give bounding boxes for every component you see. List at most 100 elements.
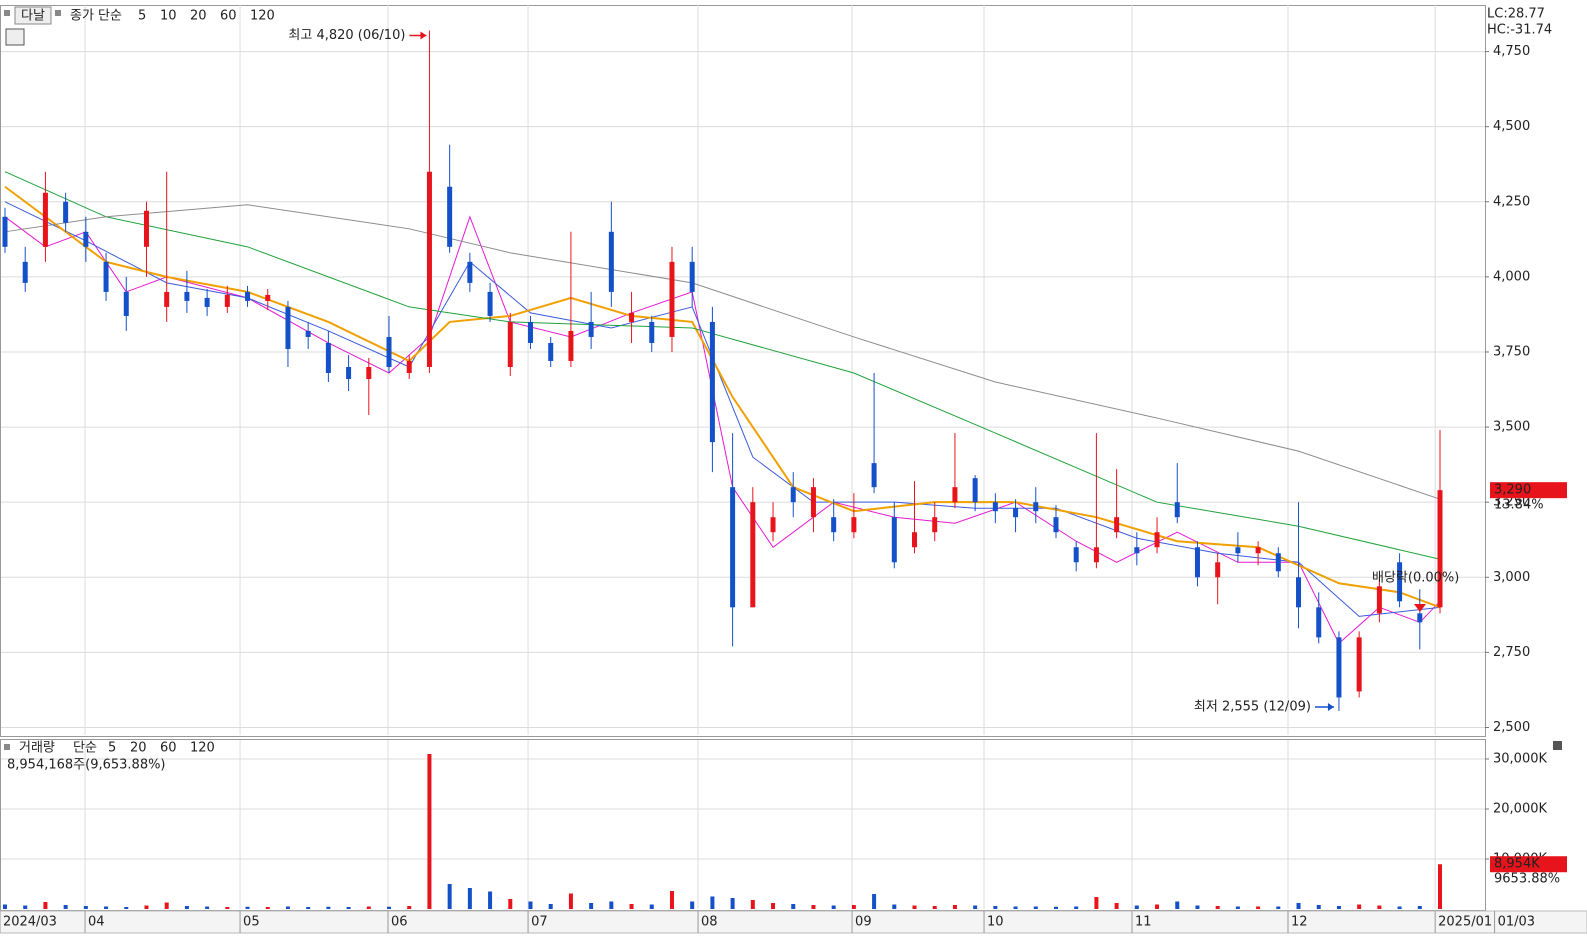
- y-tick-label: 3,750: [1493, 344, 1530, 359]
- x-tick-label: 2025/01: [1438, 915, 1492, 930]
- price-panel: [0, 5, 1486, 737]
- volume-bar: [1215, 906, 1220, 909]
- volume-bar: [932, 906, 937, 909]
- icon: [55, 10, 61, 16]
- volume-bar: [285, 906, 290, 909]
- candle-body: [204, 297, 210, 307]
- volume-bar: [1074, 906, 1079, 909]
- candle-body: [325, 342, 331, 374]
- moving-average: [4, 171, 1441, 560]
- candle-body: [245, 291, 251, 301]
- candle-body: [568, 330, 574, 361]
- legend-entry: 10: [160, 9, 177, 24]
- candle-body: [42, 192, 48, 247]
- ratio-label: 9653.88%: [1494, 872, 1560, 887]
- volume-bar: [609, 901, 614, 909]
- candle-body: [63, 201, 69, 223]
- x-tick-label: 06: [391, 915, 408, 930]
- y-tick-label: 4,500: [1493, 119, 1530, 134]
- candle-body: [891, 517, 897, 563]
- symbol-box[interactable]: [14, 6, 52, 25]
- low-label: 최저 2,555 (12/09): [1194, 699, 1311, 714]
- moving-average: [4, 201, 1441, 617]
- volume-bar: [952, 905, 957, 909]
- candle-body: [548, 342, 554, 361]
- candle-body: [1336, 637, 1342, 698]
- legend-title: 단순: [73, 741, 97, 756]
- candle-body: [406, 360, 412, 374]
- candle-body: [426, 171, 432, 367]
- candle-body: [527, 321, 533, 343]
- symbol[interactable]: 다날: [21, 9, 45, 24]
- volume-bar: [427, 754, 432, 909]
- candle-body: [22, 261, 28, 283]
- candle-body: [346, 366, 352, 380]
- legend-entry: 20: [130, 741, 147, 756]
- volume-bar: [771, 903, 776, 909]
- volume-bar: [225, 907, 230, 909]
- event-label: 배당락(0.00%): [1372, 571, 1459, 586]
- candle-body: [972, 478, 978, 503]
- candle-body: [1417, 613, 1423, 623]
- candle-body: [265, 294, 271, 301]
- change-label: 13.84%: [1494, 498, 1544, 513]
- candle-body: [1053, 517, 1059, 533]
- volume-bar: [1175, 901, 1180, 909]
- volume-bar: [690, 901, 695, 909]
- legend-entry: 120: [250, 9, 275, 24]
- candle-body: [1154, 532, 1160, 548]
- volume-bar: [1155, 904, 1160, 909]
- volume-bar: [346, 907, 351, 909]
- y-tick-label: 4,000: [1493, 269, 1530, 284]
- volume-bar: [407, 906, 412, 909]
- volume-bar: [104, 906, 109, 909]
- y-tick-label: 4,750: [1493, 44, 1530, 59]
- x-tick-label: 10: [987, 915, 1004, 930]
- last-volume-label: 8,954K: [1494, 857, 1540, 872]
- volume-bar: [1438, 864, 1442, 909]
- candle-body: [1093, 547, 1099, 563]
- volume-bar: [1256, 906, 1261, 909]
- volume-bar: [892, 904, 897, 909]
- volume-bar: [1397, 906, 1402, 909]
- volume-bar: [1336, 906, 1341, 909]
- legend-entry: 5: [108, 741, 116, 756]
- candle-body: [669, 261, 675, 337]
- volume-bar: [63, 905, 68, 909]
- candle-body: [1275, 553, 1281, 572]
- icon: [4, 10, 10, 16]
- volume-bar: [851, 905, 856, 909]
- grid-button[interactable]: [5, 28, 25, 46]
- volume-bar: [730, 898, 735, 909]
- low-arrow-head: [1327, 702, 1334, 711]
- volume-bar: [811, 905, 816, 909]
- volume-bar: [750, 900, 755, 909]
- last-price-box: [1490, 482, 1567, 499]
- candle-body: [932, 517, 938, 533]
- volume-bar: [548, 904, 553, 909]
- candle-body: [871, 463, 877, 488]
- candle-body: [1356, 637, 1362, 692]
- volume-bar: [508, 899, 513, 909]
- y-tick-label: 3,000: [1493, 570, 1530, 585]
- candle-body: [447, 186, 453, 247]
- legend-entry: 120: [190, 741, 215, 756]
- volume-bar: [669, 891, 674, 909]
- hc-label: HC:-31.74: [1487, 23, 1552, 38]
- candle-body: [123, 291, 129, 316]
- icon: [4, 744, 10, 750]
- candle-body: [487, 291, 493, 316]
- x-tick-label: 01/03: [1498, 915, 1535, 930]
- candle-body: [143, 210, 149, 247]
- candle-body: [709, 321, 715, 443]
- legend-entry: 5: [138, 9, 146, 24]
- candle-body: [1013, 508, 1019, 518]
- volume-bar: [265, 907, 270, 909]
- volume-bar: [3, 904, 7, 909]
- legend-title: 종가 단순: [70, 9, 122, 24]
- close-button[interactable]: [1553, 741, 1562, 750]
- candle-body: [790, 487, 796, 503]
- volume-bar: [710, 896, 715, 909]
- candle-body: [366, 366, 372, 380]
